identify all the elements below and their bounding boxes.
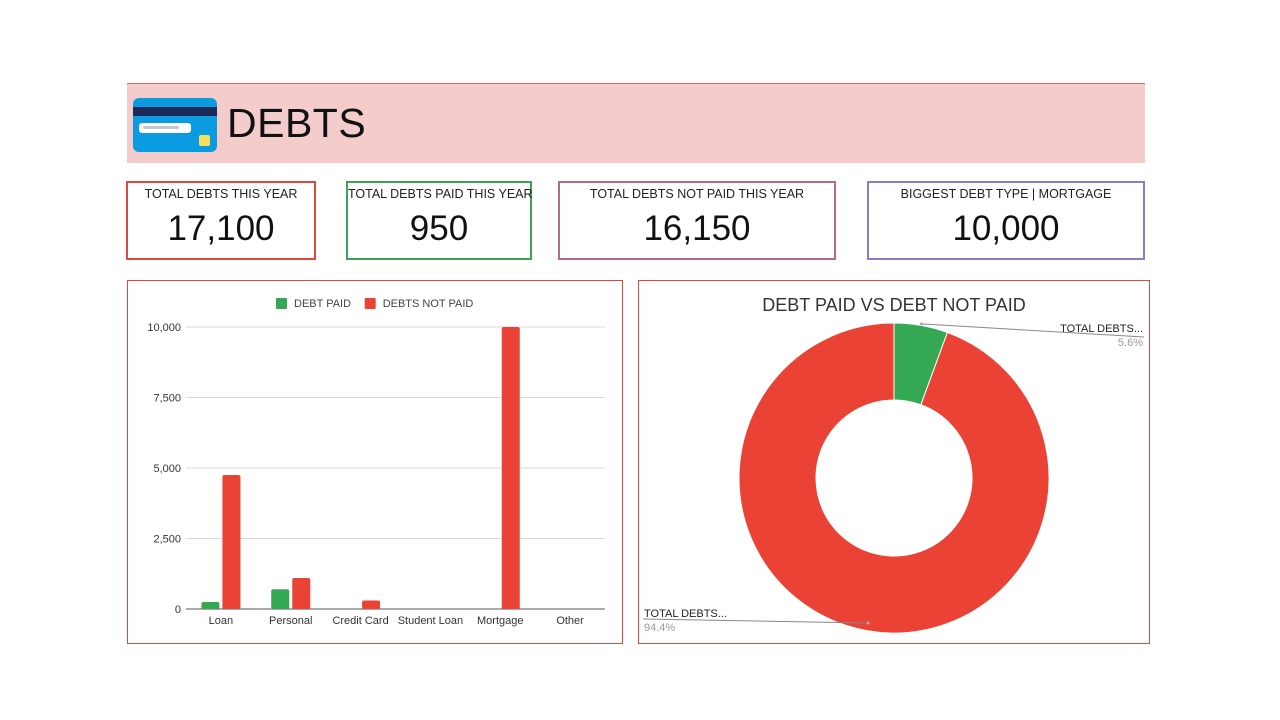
bar (362, 600, 381, 609)
y-tick-label: 2,500 (153, 534, 181, 546)
kpi-total-debts-not-paid: TOTAL DEBTS NOT PAID THIS YEAR 16,150 (558, 181, 836, 260)
x-tick-label: Other (556, 615, 584, 627)
y-tick-label: 7,500 (153, 393, 181, 405)
bar (292, 577, 311, 609)
kpi-label: BIGGEST DEBT TYPE | MORTGAGE (900, 187, 1112, 201)
slice-percent: 5.6% (1118, 337, 1143, 349)
label-leader-line (642, 618, 869, 624)
page-title: DEBTS (227, 100, 367, 146)
page-header: DEBTS (127, 83, 1145, 163)
y-tick-label: 10,000 (147, 322, 181, 334)
chart-title: DEBT PAID VS DEBT NOT PAID (762, 295, 1025, 315)
legend-swatch (276, 298, 287, 309)
x-tick-label: Student Loan (398, 615, 463, 627)
bar (222, 475, 241, 609)
slice-percent: 94.4% (644, 622, 675, 634)
donut-chart: DEBT PAID VS DEBT NOT PAID TOTAL DEBTS...… (642, 295, 1145, 634)
slice-label: TOTAL DEBTS... (1060, 323, 1143, 335)
kpi-biggest-debt-type: BIGGEST DEBT TYPE | MORTGAGE 10,000 (867, 181, 1145, 260)
x-tick-label: Personal (269, 615, 312, 627)
label-leader-line (921, 323, 1145, 338)
donut-chart-panel: DEBT PAID VS DEBT NOT PAID TOTAL DEBTS...… (638, 280, 1150, 644)
donut-slice (738, 322, 1050, 634)
kpi-total-debts: TOTAL DEBTS THIS YEAR 17,100 (126, 181, 316, 260)
x-tick-label: Credit Card (332, 615, 388, 627)
legend-label: DEBT PAID (294, 298, 351, 310)
kpi-label: TOTAL DEBTS NOT PAID THIS YEAR (589, 187, 805, 201)
kpi-value: 17,100 (167, 209, 275, 248)
kpi-value: 10,000 (952, 209, 1060, 248)
y-tick-label: 0 (175, 604, 181, 616)
y-tick-label: 5,000 (153, 463, 181, 475)
kpi-value: 950 (409, 209, 469, 248)
x-tick-label: Loan (209, 615, 233, 627)
kpi-label: TOTAL DEBTS THIS YEAR (144, 187, 298, 201)
bar (271, 589, 290, 609)
x-tick-label: Mortgage (477, 615, 523, 627)
legend-label: DEBTS NOT PAID (383, 298, 474, 310)
credit-card-icon (133, 98, 217, 152)
kpi-label: TOTAL DEBTS PAID THIS YEAR (348, 187, 533, 201)
legend-swatch (364, 298, 376, 309)
bar (501, 327, 520, 609)
bar-chart: 0 2,500 5,000 7,500 10,000 DEBT PAID DEBTS NOT… (147, 298, 605, 627)
kpi-total-debts-paid: TOTAL DEBTS PAID THIS YEAR 950 (346, 181, 533, 260)
slice-label: TOTAL DEBTS... (644, 608, 727, 620)
kpi-value: 16,150 (643, 209, 751, 248)
bar-chart-panel: 0 2,500 5,000 7,500 10,000 DEBT PAID DEBTS NOT… (127, 280, 623, 644)
bar (201, 601, 220, 609)
